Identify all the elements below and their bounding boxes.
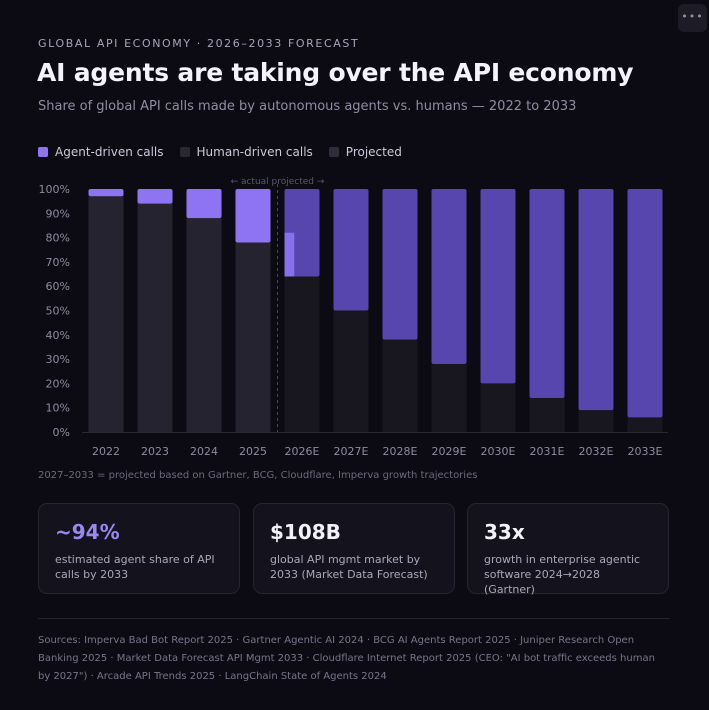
x-tick-label: 2025 bbox=[239, 445, 267, 458]
y-tick-label: 80% bbox=[46, 232, 70, 245]
bar-human-2029E bbox=[431, 363, 467, 432]
projection-divider-label: ← actual projected → bbox=[231, 177, 325, 187]
y-tick-label: 20% bbox=[46, 377, 70, 390]
y-tick-label: 0% bbox=[53, 426, 70, 439]
bar-human-2022 bbox=[88, 196, 124, 432]
x-tick-label: 2033E bbox=[628, 445, 663, 458]
bar-agent-2033E bbox=[627, 189, 663, 418]
bar-agent-2024 bbox=[186, 189, 222, 219]
human-swatch bbox=[179, 147, 190, 157]
x-tick-label: 2028E bbox=[383, 445, 418, 458]
x-tick-label: 2030E bbox=[481, 445, 516, 458]
y-tick-label: 100% bbox=[39, 183, 70, 196]
bar-agent-2031E bbox=[529, 189, 565, 398]
legend-item-projected: Projected bbox=[328, 145, 402, 159]
legend-label-projected: Projected bbox=[345, 145, 402, 159]
x-tick-label: 2031E bbox=[530, 445, 565, 458]
bar-human-2024 bbox=[186, 218, 222, 432]
bar-human-2025 bbox=[235, 242, 271, 432]
y-tick-label: 50% bbox=[46, 305, 70, 318]
chart-footnote: 2027–2033 = projected based on Gartner, … bbox=[38, 470, 478, 481]
legend-label-human: Human-driven calls bbox=[196, 145, 313, 159]
stat-card-growth: 33x growth in enterprise agentic softwar… bbox=[467, 503, 669, 596]
bar-human-2032E bbox=[578, 410, 614, 432]
y-tick-label: 10% bbox=[46, 402, 70, 415]
y-tick-label: 90% bbox=[46, 207, 70, 220]
bar-agent-2023 bbox=[137, 189, 173, 204]
x-tick-label: 2029E bbox=[432, 445, 467, 458]
stat-card-market-size: $108B global API mgmt market by 2033 (Ma… bbox=[253, 503, 455, 594]
bar-agent-2032E bbox=[578, 189, 614, 411]
stacked-bar-chart: 0% 10% 20% 30% 40% 50% 60% 70% 80% 90% 100% 2022 202… bbox=[39, 177, 668, 458]
y-tick-label: 30% bbox=[46, 353, 70, 366]
bar-human-2031E bbox=[529, 397, 565, 432]
bar-human-2027E bbox=[333, 310, 369, 432]
x-tick-label: 2023 bbox=[141, 445, 169, 458]
page-subtitle: Share of global API calls made by autono… bbox=[38, 99, 577, 114]
bar-agent-transition-2026E bbox=[284, 232, 295, 277]
chart-legend: Agent-driven calls Human-driven calls Pr… bbox=[38, 145, 418, 159]
legend-item-human: Human-driven calls bbox=[179, 145, 313, 159]
stat-description: estimated agent share of API calls by 20… bbox=[55, 553, 215, 581]
agent-swatch bbox=[38, 147, 48, 157]
legend-item-agent: Agent-driven calls bbox=[38, 145, 164, 159]
stat-description: growth in enterprise agentic software 20… bbox=[484, 553, 641, 596]
stat-value: 33x bbox=[484, 520, 525, 544]
x-tick-label: 2032E bbox=[579, 445, 614, 458]
page-title: AI agents are taking over the API econom… bbox=[37, 58, 634, 87]
stat-value: ~94% bbox=[55, 520, 120, 544]
bar-human-2033E bbox=[627, 417, 663, 432]
y-tick-label: 70% bbox=[46, 256, 70, 269]
stat-card-agent-share: ~94% estimated agent share of API calls … bbox=[38, 503, 240, 594]
x-tick-label: 2024 bbox=[190, 445, 218, 458]
bar-agent-2027E bbox=[333, 189, 369, 311]
eyebrow-label: GLOBAL API ECONOMY · 2026–2033 FORECAST bbox=[38, 37, 360, 50]
bar-human-2028E bbox=[382, 339, 418, 432]
bar-human-2023 bbox=[137, 203, 173, 432]
sources-text: Sources: Imperva Bad Bot Report 2025 · G… bbox=[38, 635, 655, 682]
bar-agent-2025 bbox=[235, 189, 271, 243]
bar-agent-2030E bbox=[480, 189, 516, 384]
bar-human-2026E bbox=[284, 276, 320, 432]
more-options-button[interactable]: ••• bbox=[678, 4, 707, 32]
bar-agent-2028E bbox=[382, 189, 418, 340]
projected-swatch bbox=[328, 147, 339, 157]
ellipsis-icon: ••• bbox=[681, 10, 704, 23]
stat-value: $108B bbox=[270, 520, 341, 544]
bar-agent-2029E bbox=[431, 189, 467, 364]
stat-description: global API mgmt market by 2033 (Market D… bbox=[270, 553, 428, 581]
legend-label-agent: Agent-driven calls bbox=[55, 145, 164, 159]
x-tick-label: 2027E bbox=[334, 445, 369, 458]
y-tick-label: 60% bbox=[46, 280, 70, 293]
section-divider bbox=[38, 618, 670, 619]
bar-human-2030E bbox=[480, 383, 516, 432]
x-tick-label: 2022 bbox=[92, 445, 120, 458]
x-tick-label: 2026E bbox=[285, 445, 320, 458]
bar-agent-2022 bbox=[88, 189, 124, 197]
y-tick-label: 40% bbox=[46, 329, 70, 342]
